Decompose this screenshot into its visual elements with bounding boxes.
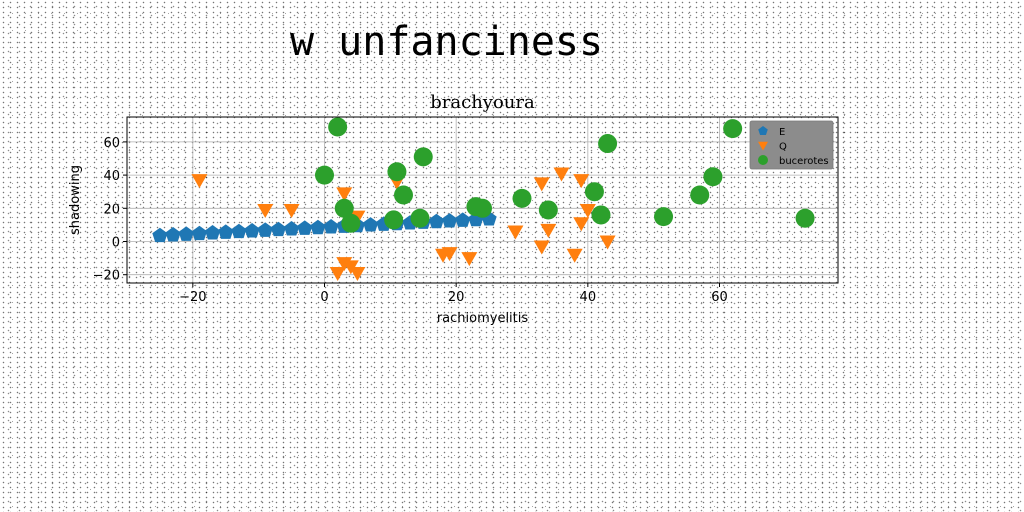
y-tick-label: 20 bbox=[103, 202, 120, 217]
x-tick-label: 60 bbox=[711, 290, 728, 305]
data-point bbox=[573, 217, 590, 232]
data-point bbox=[591, 205, 611, 225]
series-2 bbox=[315, 117, 815, 233]
legend-label: bucerotes bbox=[779, 156, 829, 167]
x-tick-label: 40 bbox=[580, 290, 597, 305]
data-point bbox=[191, 174, 208, 189]
data-point bbox=[394, 185, 413, 205]
data-point bbox=[283, 221, 300, 236]
data-point bbox=[152, 227, 168, 243]
data-point bbox=[362, 217, 379, 232]
data-point bbox=[413, 147, 433, 167]
data-point bbox=[384, 210, 404, 230]
data-point bbox=[455, 212, 471, 227]
x-tick-label: 20 bbox=[448, 290, 465, 305]
x-axis-label: rachiomyelitis bbox=[437, 311, 529, 326]
data-point bbox=[329, 267, 346, 282]
legend-label: E bbox=[779, 127, 785, 138]
x-tick-label: −20 bbox=[179, 290, 206, 305]
data-point bbox=[533, 240, 550, 255]
data-point bbox=[690, 185, 710, 205]
data-point bbox=[270, 221, 287, 237]
data-point bbox=[257, 222, 273, 237]
data-point bbox=[579, 203, 596, 218]
plot-area-frame bbox=[126, 116, 839, 284]
y-tick-label: 40 bbox=[103, 169, 120, 184]
data-point bbox=[566, 248, 583, 263]
chart-title: brachyoura bbox=[430, 92, 535, 113]
data-point bbox=[428, 213, 445, 229]
data-point bbox=[540, 223, 557, 238]
y-tick-label: −20 bbox=[93, 269, 120, 284]
data-point bbox=[336, 187, 353, 202]
data-point bbox=[599, 235, 616, 250]
data-point bbox=[323, 219, 339, 234]
data-point bbox=[328, 117, 348, 137]
legend-marker bbox=[758, 141, 768, 151]
data-point bbox=[349, 267, 366, 282]
data-point bbox=[334, 198, 354, 218]
legend-marker bbox=[758, 155, 768, 165]
data-point bbox=[387, 162, 407, 182]
data-point bbox=[507, 225, 524, 240]
data-point bbox=[654, 207, 674, 227]
data-point bbox=[283, 203, 300, 218]
data-point bbox=[441, 213, 458, 228]
legend-label: Q bbox=[779, 142, 787, 153]
data-point bbox=[410, 208, 430, 228]
data-point bbox=[723, 119, 743, 139]
data-point bbox=[795, 208, 815, 228]
data-point bbox=[598, 134, 618, 154]
data-point bbox=[165, 227, 181, 242]
figure-title: w unfanciness bbox=[290, 19, 604, 65]
data-point bbox=[244, 223, 260, 238]
legend-box bbox=[749, 120, 834, 170]
y-tick-label: 60 bbox=[103, 136, 120, 151]
y-axis-label: shadowing bbox=[68, 165, 83, 235]
data-point bbox=[297, 220, 313, 235]
data-point bbox=[191, 225, 208, 241]
data-point bbox=[573, 174, 590, 189]
data-point bbox=[512, 188, 532, 208]
data-point bbox=[473, 198, 492, 218]
series-1 bbox=[191, 167, 616, 282]
data-point bbox=[257, 203, 274, 218]
data-point bbox=[461, 252, 478, 267]
data-point bbox=[178, 226, 194, 241]
axis-ticks: −20 0 20 40 60 −20 0 20 40 60 bbox=[93, 136, 728, 305]
data-points bbox=[152, 117, 815, 282]
legend-marker bbox=[758, 126, 768, 136]
y-tick-label: 0 bbox=[112, 236, 120, 251]
data-point bbox=[538, 200, 558, 220]
data-point bbox=[533, 177, 550, 192]
data-point bbox=[441, 247, 458, 262]
data-point bbox=[315, 165, 334, 185]
data-point bbox=[703, 167, 723, 187]
data-point bbox=[341, 213, 361, 233]
data-point bbox=[553, 167, 570, 182]
data-point bbox=[310, 219, 326, 235]
data-point bbox=[204, 225, 221, 240]
data-point bbox=[218, 224, 234, 239]
data-point bbox=[584, 182, 604, 202]
x-tick-label: 0 bbox=[320, 290, 328, 305]
data-point bbox=[231, 223, 247, 239]
